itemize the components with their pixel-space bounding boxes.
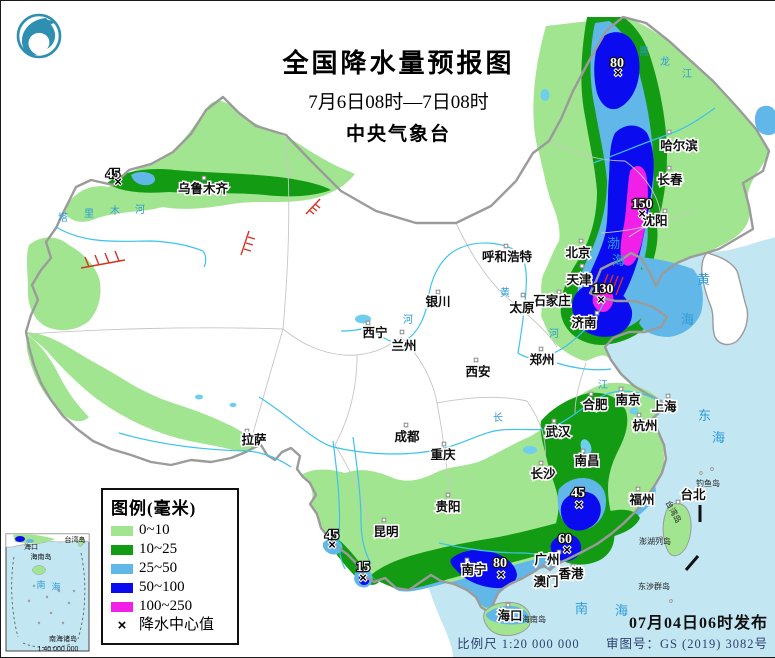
city-dot [538,460,544,466]
city-dot [473,357,479,363]
legend-label: 25~50 [139,560,178,576]
city-dot [662,208,668,214]
legend-item: 100~250 [111,599,229,614]
city-label: 西安 [465,364,490,379]
issue-time: 07月04日06时发布 [628,615,768,632]
city-dot [381,517,387,523]
legend-label: 0~10 [139,522,170,538]
red-shear-symbols [80,198,624,296]
city-dot [635,486,641,492]
city-dot [403,422,409,428]
legend-swatch [111,582,133,593]
city-label: 成都 [394,429,420,444]
city-dot [365,320,371,326]
precip-25-50-hainan [486,605,529,625]
map-scale: 比例尺 1:20 000 000 [457,637,580,651]
center-marker-symbol: × [117,617,127,634]
city-dot [556,549,562,555]
city-dot [441,441,447,447]
scale-approval-line: 比例尺 1:20 000 000 审图号：GS (2019) 3082号 [457,633,768,652]
city-dot [201,175,207,181]
city-dot [244,428,250,434]
taiwan-island [662,502,692,557]
city-dot [588,391,594,397]
city-dot [580,448,586,454]
city-dot [666,165,672,171]
legend-title: 图例(毫米) [111,499,197,518]
small-islands [649,467,714,603]
legend-label: 10~25 [139,541,178,557]
city-dot [570,563,576,569]
legend-box: 图例(毫米) 0~10 10~25 25~50 50~100 100~250 × 降水中… [101,488,239,645]
legend-item: 50~100 [111,580,229,595]
city-dot [445,492,451,498]
precip-10-25-urumqi [107,169,331,197]
legend-items: 0~10 10~25 25~50 50~100 100~250 [111,523,229,614]
legend-label: 100~250 [139,598,193,614]
city-dot [636,412,642,418]
river-label: 河 [403,314,413,326]
legend-swatch [111,601,133,612]
city-dot [552,574,558,580]
strait-boundary-bars [684,505,702,571]
legend-swatch [111,525,133,536]
ocean [429,237,775,657]
legend-swatch [111,563,133,574]
city-dot [556,289,562,295]
city-label: 呼和浩特 [482,249,533,264]
country-outline [24,15,771,615]
legend-swatch [111,544,133,555]
city-dot [594,310,600,316]
korea-landmass [701,252,749,346]
city-dot [618,386,624,392]
legend-center-row: × 降水中心值 [111,617,229,634]
city-dot [503,243,509,249]
city-dot [538,346,544,352]
legend-item: 0~10 [111,523,229,538]
river-label: 长 [493,412,503,424]
legend-item: 10~25 [111,542,229,557]
city-dot [551,418,557,424]
legend-label: 50~100 [139,579,185,595]
lakes [195,89,639,455]
city-dot [579,263,585,269]
city-label: 银川 [425,294,450,309]
city-dot [505,602,511,608]
city-dot [578,238,584,244]
city-dot [675,499,681,505]
approval-number: 审图号：GS (2019) 3082号 [605,637,768,651]
rivers [55,107,716,570]
province-borders [28,134,696,522]
precip-100-250-layer [592,165,648,313]
precip-50-100-jiangxi [560,491,601,531]
cma-logo-icon [16,13,62,59]
inset-map [5,533,90,652]
center-marker-label: 降水中心值 [139,617,215,633]
city-label: 太原 [509,300,535,315]
city-dot [665,393,671,399]
city-dot [666,129,672,135]
legend-item: 25~50 [111,561,229,576]
city-dot [399,329,405,335]
city-dot [435,289,441,295]
city-dot [464,557,470,563]
city-dot [520,292,526,298]
